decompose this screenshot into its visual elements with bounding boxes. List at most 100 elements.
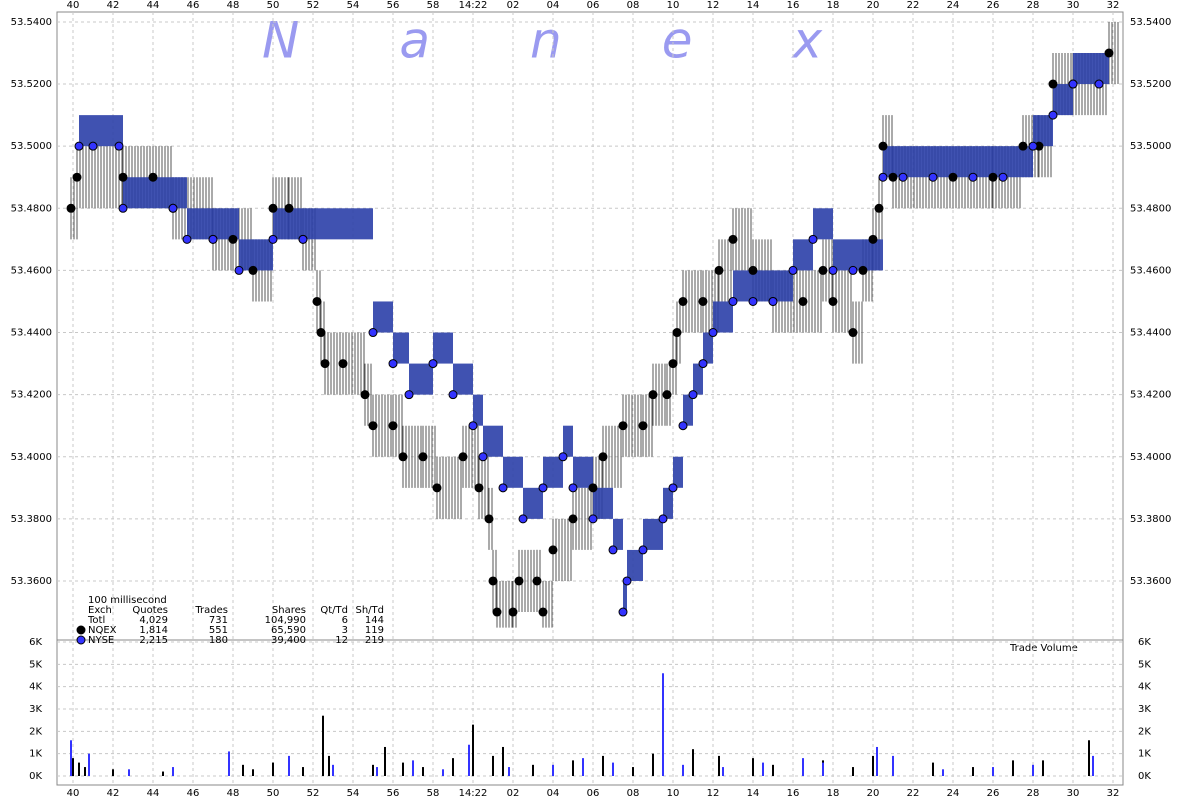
- x-tick-label-top: 16: [787, 0, 800, 11]
- trade-dot: [714, 265, 724, 275]
- volume-bar: [942, 769, 944, 776]
- trade-dot: [320, 359, 330, 369]
- volume-bar: [302, 767, 304, 776]
- trade-dot: [268, 203, 278, 213]
- trade-dot: [828, 265, 838, 275]
- x-tick-label-bottom: 12: [707, 788, 720, 799]
- x-tick-label-top: 52: [307, 0, 320, 11]
- trade-dot: [228, 234, 238, 244]
- stats-cell: 4,029: [139, 615, 168, 626]
- trade-dot: [878, 172, 888, 182]
- x-tick-label-bottom: 58: [427, 788, 440, 799]
- stats-header: Qt/Td: [320, 605, 348, 616]
- trade-dot: [848, 265, 858, 275]
- x-tick-label-top: 22: [907, 0, 920, 11]
- quote-band: [663, 487, 673, 519]
- volume-bar: [602, 755, 604, 776]
- trade-dot: [118, 203, 128, 213]
- legend-marker: [76, 635, 86, 645]
- x-tick-label-bottom: 24: [947, 788, 960, 799]
- y-tick-label-right: 2K: [1138, 726, 1151, 737]
- trade-dot: [66, 203, 76, 213]
- stats-title: 100 millisecond: [88, 595, 167, 606]
- volume-bar: [772, 764, 774, 776]
- trade-dot: [678, 421, 688, 431]
- trade-dot: [588, 514, 598, 524]
- trade-dot: [532, 576, 542, 586]
- quote-band: [303, 208, 373, 240]
- legend-marker: [76, 625, 86, 635]
- y-tick-label-left: 6K: [29, 637, 42, 648]
- trade-dot: [368, 421, 378, 431]
- stats-cell: 39,400: [271, 635, 306, 646]
- volume-bar: [402, 762, 404, 776]
- trade-dot: [968, 172, 978, 182]
- plot-frame: [56, 11, 1124, 786]
- volume-bar: [422, 767, 424, 776]
- x-tick-label-top: 04: [547, 0, 560, 11]
- volume-bar: [872, 755, 874, 776]
- trade-dot: [808, 234, 818, 244]
- trade-dot: [484, 514, 494, 524]
- volume-bar: [652, 753, 654, 776]
- volume-bar: [722, 767, 724, 776]
- volume-bar: [852, 767, 854, 776]
- quote-band: [483, 425, 503, 457]
- stats-cell: Totl: [87, 615, 105, 626]
- volume-bar: [376, 767, 378, 776]
- volume-bar: [1042, 760, 1044, 776]
- quote-band: [753, 270, 773, 302]
- volume-bar: [242, 764, 244, 776]
- stats-cell: 144: [365, 615, 384, 626]
- quote-band: [703, 332, 713, 364]
- trade-dot: [728, 234, 738, 244]
- quote-band: [903, 146, 933, 178]
- volume-bar: [70, 740, 72, 776]
- quote-band: [683, 394, 693, 426]
- quote-band: [213, 208, 239, 240]
- trade-dot: [638, 545, 648, 555]
- trade-dot: [688, 390, 698, 400]
- y-tick-label-left: 5K: [29, 659, 42, 670]
- trade-dot: [1028, 141, 1038, 151]
- volume-bar: [1092, 755, 1094, 776]
- stats-cell: 119: [365, 625, 384, 636]
- x-tick-label-bottom: 14:22: [459, 788, 488, 799]
- quote-band: [563, 425, 573, 457]
- trade-dot: [558, 452, 568, 462]
- quote-band: [373, 301, 393, 333]
- x-tick-label-top: 02: [507, 0, 520, 11]
- trade-dot: [608, 545, 618, 555]
- x-tick-label-top: 24: [947, 0, 960, 11]
- watermark: Nanex: [262, 12, 922, 70]
- trade-dot: [848, 328, 858, 338]
- volume-bar: [1088, 740, 1090, 776]
- y-tick-label-left: 2K: [29, 726, 42, 737]
- x-tick-label-bottom: 10: [667, 788, 680, 799]
- x-tick-label-top: 30: [1067, 0, 1080, 11]
- x-tick-label-bottom: 52: [307, 788, 320, 799]
- legend-label: NQEX: [88, 625, 117, 636]
- trade-dot: [748, 296, 758, 306]
- y-tick-label-right: 6K: [1138, 637, 1151, 648]
- x-tick-label-top: 28: [1027, 0, 1040, 11]
- x-tick-label-top: 54: [347, 0, 360, 11]
- x-tick-label-top: 48: [227, 0, 240, 11]
- volume-bar: [718, 755, 720, 776]
- y-tick-label-right: 53.3600: [1130, 576, 1171, 587]
- y-tick-label-left: 1K: [29, 749, 42, 760]
- y-tick-label-right: 53.4200: [1130, 390, 1171, 401]
- quote-band: [393, 332, 409, 364]
- x-tick-label-top: 10: [667, 0, 680, 11]
- trade-dot: [788, 265, 798, 275]
- trade-dot: [888, 172, 898, 182]
- x-tick-label-top: 18: [827, 0, 840, 11]
- quote-band: [273, 208, 303, 240]
- volume-bar: [508, 767, 510, 776]
- trade-dot: [668, 359, 678, 369]
- x-tick-label-top: 42: [107, 0, 120, 11]
- volume-bar: [582, 758, 584, 776]
- quote-band: [793, 239, 813, 271]
- trade-dot: [638, 421, 648, 431]
- stats-header: Shares: [272, 605, 306, 616]
